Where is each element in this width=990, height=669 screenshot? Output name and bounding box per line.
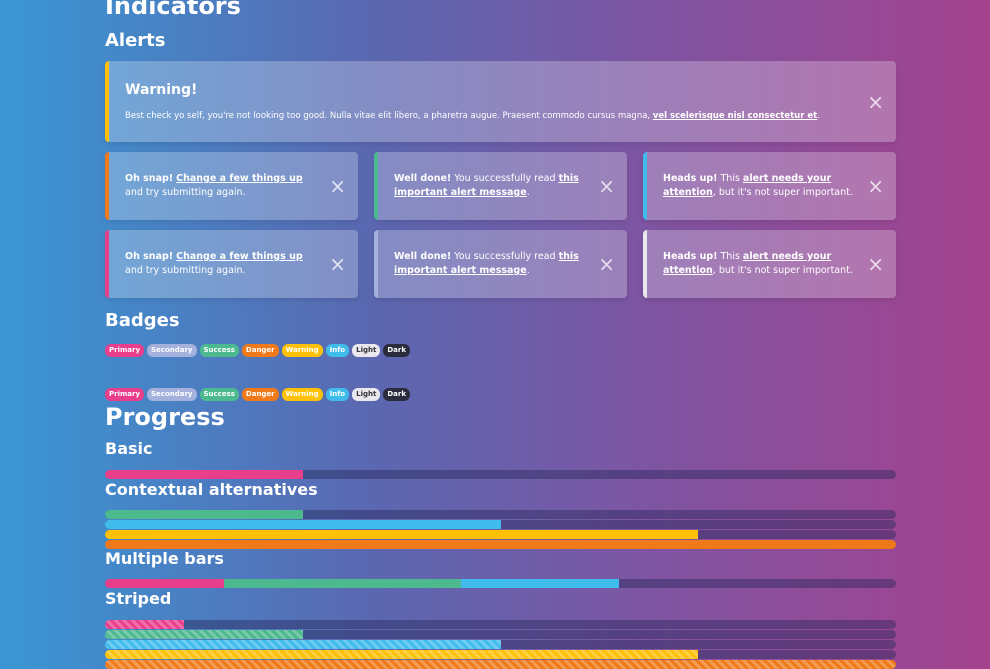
progress-bar-segment: [460, 579, 620, 588]
alert-primary-rest: and try submitting again.: [125, 265, 246, 276]
badge-success: Success: [199, 388, 239, 401]
alert-success-text: Well done! You successfully read this im…: [394, 172, 584, 200]
progress-bar-fill: [105, 520, 501, 529]
badge-success: Success: [199, 344, 239, 357]
badge-info: Info: [325, 344, 350, 357]
alert-light-strong: Heads up!: [663, 251, 718, 262]
alert-light-text: Heads up! This alert needs your attentio…: [663, 250, 858, 278]
badge-info: Info: [325, 388, 350, 401]
alert-info: Heads up! This alert needs your attentio…: [643, 152, 896, 220]
contextual-heading: Contextual alternatives: [105, 480, 318, 499]
badge-primary: Primary: [105, 344, 145, 357]
progress-heading: Progress: [105, 403, 225, 431]
alert-success: Well done! You successfully read this im…: [374, 152, 627, 220]
alert-danger-strong: Oh snap!: [125, 173, 174, 184]
progress-bar-fill: [105, 470, 303, 479]
badge-light: Light: [352, 388, 381, 401]
alert-warning-title: Warning!: [125, 82, 198, 98]
alert-secondary-link[interactable]: this important alert message: [394, 251, 579, 276]
progress-striped: [105, 630, 896, 639]
alert-info-text: Heads up! This alert needs your attentio…: [663, 172, 858, 200]
badge-secondary: Secondary: [147, 344, 197, 357]
badge-row-2: Primary Secondary Success Danger Warning Info…: [105, 388, 410, 401]
basic-heading: Basic: [105, 439, 153, 458]
alert-danger-text: Oh snap! Change a few things up and try …: [125, 172, 320, 200]
alert-info-link[interactable]: alert needs your attention: [663, 173, 832, 198]
badge-light: Light: [352, 344, 381, 357]
progress-bar-fill: [105, 530, 699, 539]
alert-secondary-strong: Well done!: [394, 251, 452, 262]
indicators-heading: Indicators: [105, 0, 241, 20]
alert-light: Heads up! This alert needs your attentio…: [643, 230, 896, 298]
close-icon[interactable]: ×: [329, 252, 346, 276]
progress-striped: [105, 650, 896, 659]
close-icon[interactable]: ×: [598, 252, 615, 276]
badge-row-1: Primary Secondary Success Danger Warning Info…: [105, 344, 410, 357]
progress-contextual: [105, 540, 896, 549]
close-icon[interactable]: ×: [867, 252, 884, 276]
progress-bar-fill: [105, 640, 501, 649]
alert-light-link[interactable]: alert needs your attention: [663, 251, 832, 276]
alerts-heading: Alerts: [105, 30, 166, 51]
alert-warning-body: Best check yo self, you're not looking t…: [125, 109, 885, 123]
progress-bar-fill: [105, 540, 896, 549]
progress-contextual: [105, 520, 896, 529]
alert-light-pre: This: [717, 251, 743, 262]
close-icon[interactable]: ×: [598, 174, 615, 198]
alert-info-rest: , but it's not super important.: [712, 187, 853, 198]
badge-secondary: Secondary: [147, 388, 197, 401]
progress-basic: [105, 470, 896, 479]
alert-success-end: .: [526, 187, 530, 198]
progress-bar-fill: [105, 510, 303, 519]
alert-success-strong: Well done!: [394, 173, 452, 184]
progress-bar-fill: [105, 660, 896, 669]
badge-warning: Warning: [281, 344, 323, 357]
alert-danger-link[interactable]: Change a few things up: [176, 173, 303, 184]
progress-contextual: [105, 530, 896, 539]
progress-striped: [105, 660, 896, 669]
badge-primary: Primary: [105, 388, 145, 401]
badge-dark: Dark: [383, 344, 410, 357]
alert-warning-link[interactable]: vel scelerisque nisl consectetur et: [652, 111, 818, 121]
alert-primary-text: Oh snap! Change a few things up and try …: [125, 250, 320, 278]
alert-light-rest: , but it's not super important.: [712, 265, 853, 276]
striped-heading: Striped: [105, 589, 172, 608]
alert-secondary-text: Well done! You successfully read this im…: [394, 250, 584, 278]
alert-info-pre: This: [717, 173, 743, 184]
progress-bar-fill: [105, 630, 303, 639]
badge-danger: Danger: [241, 388, 279, 401]
progress-multiple: [105, 579, 896, 588]
alert-secondary: Well done! You successfully read this im…: [374, 230, 627, 298]
alert-success-pre: You successfully read: [451, 173, 559, 184]
alert-success-link[interactable]: this important alert message: [394, 173, 579, 198]
progress-bar-fill: [105, 620, 185, 629]
alert-danger-rest: and try submitting again.: [125, 187, 246, 198]
badge-dark: Dark: [383, 388, 410, 401]
badge-danger: Danger: [241, 344, 279, 357]
alert-secondary-pre: You successfully read: [451, 251, 559, 262]
alert-primary: Oh snap! Change a few things up and try …: [105, 230, 358, 298]
progress-striped: [105, 640, 896, 649]
alert-danger: Oh snap! Change a few things up and try …: [105, 152, 358, 220]
alert-primary-link[interactable]: Change a few things up: [176, 251, 303, 262]
alert-warning: Warning! Best check yo self, you're not …: [105, 61, 896, 142]
progress-contextual: [105, 510, 896, 519]
progress-bar-segment: [105, 579, 224, 588]
alert-warning-text: Best check yo self, you're not looking t…: [125, 111, 653, 121]
badge-warning: Warning: [281, 388, 323, 401]
close-icon[interactable]: ×: [329, 174, 346, 198]
progress-striped: [105, 620, 896, 629]
alert-warning-end: .: [817, 111, 820, 121]
close-icon[interactable]: ×: [867, 89, 884, 114]
progress-bar-segment: [223, 579, 461, 588]
badges-heading: Badges: [105, 310, 180, 331]
multiple-heading: Multiple bars: [105, 549, 224, 568]
alert-info-strong: Heads up!: [663, 173, 718, 184]
alert-secondary-end: .: [526, 265, 530, 276]
alert-primary-strong: Oh snap!: [125, 251, 174, 262]
close-icon[interactable]: ×: [867, 174, 884, 198]
progress-bar-fill: [105, 650, 699, 659]
